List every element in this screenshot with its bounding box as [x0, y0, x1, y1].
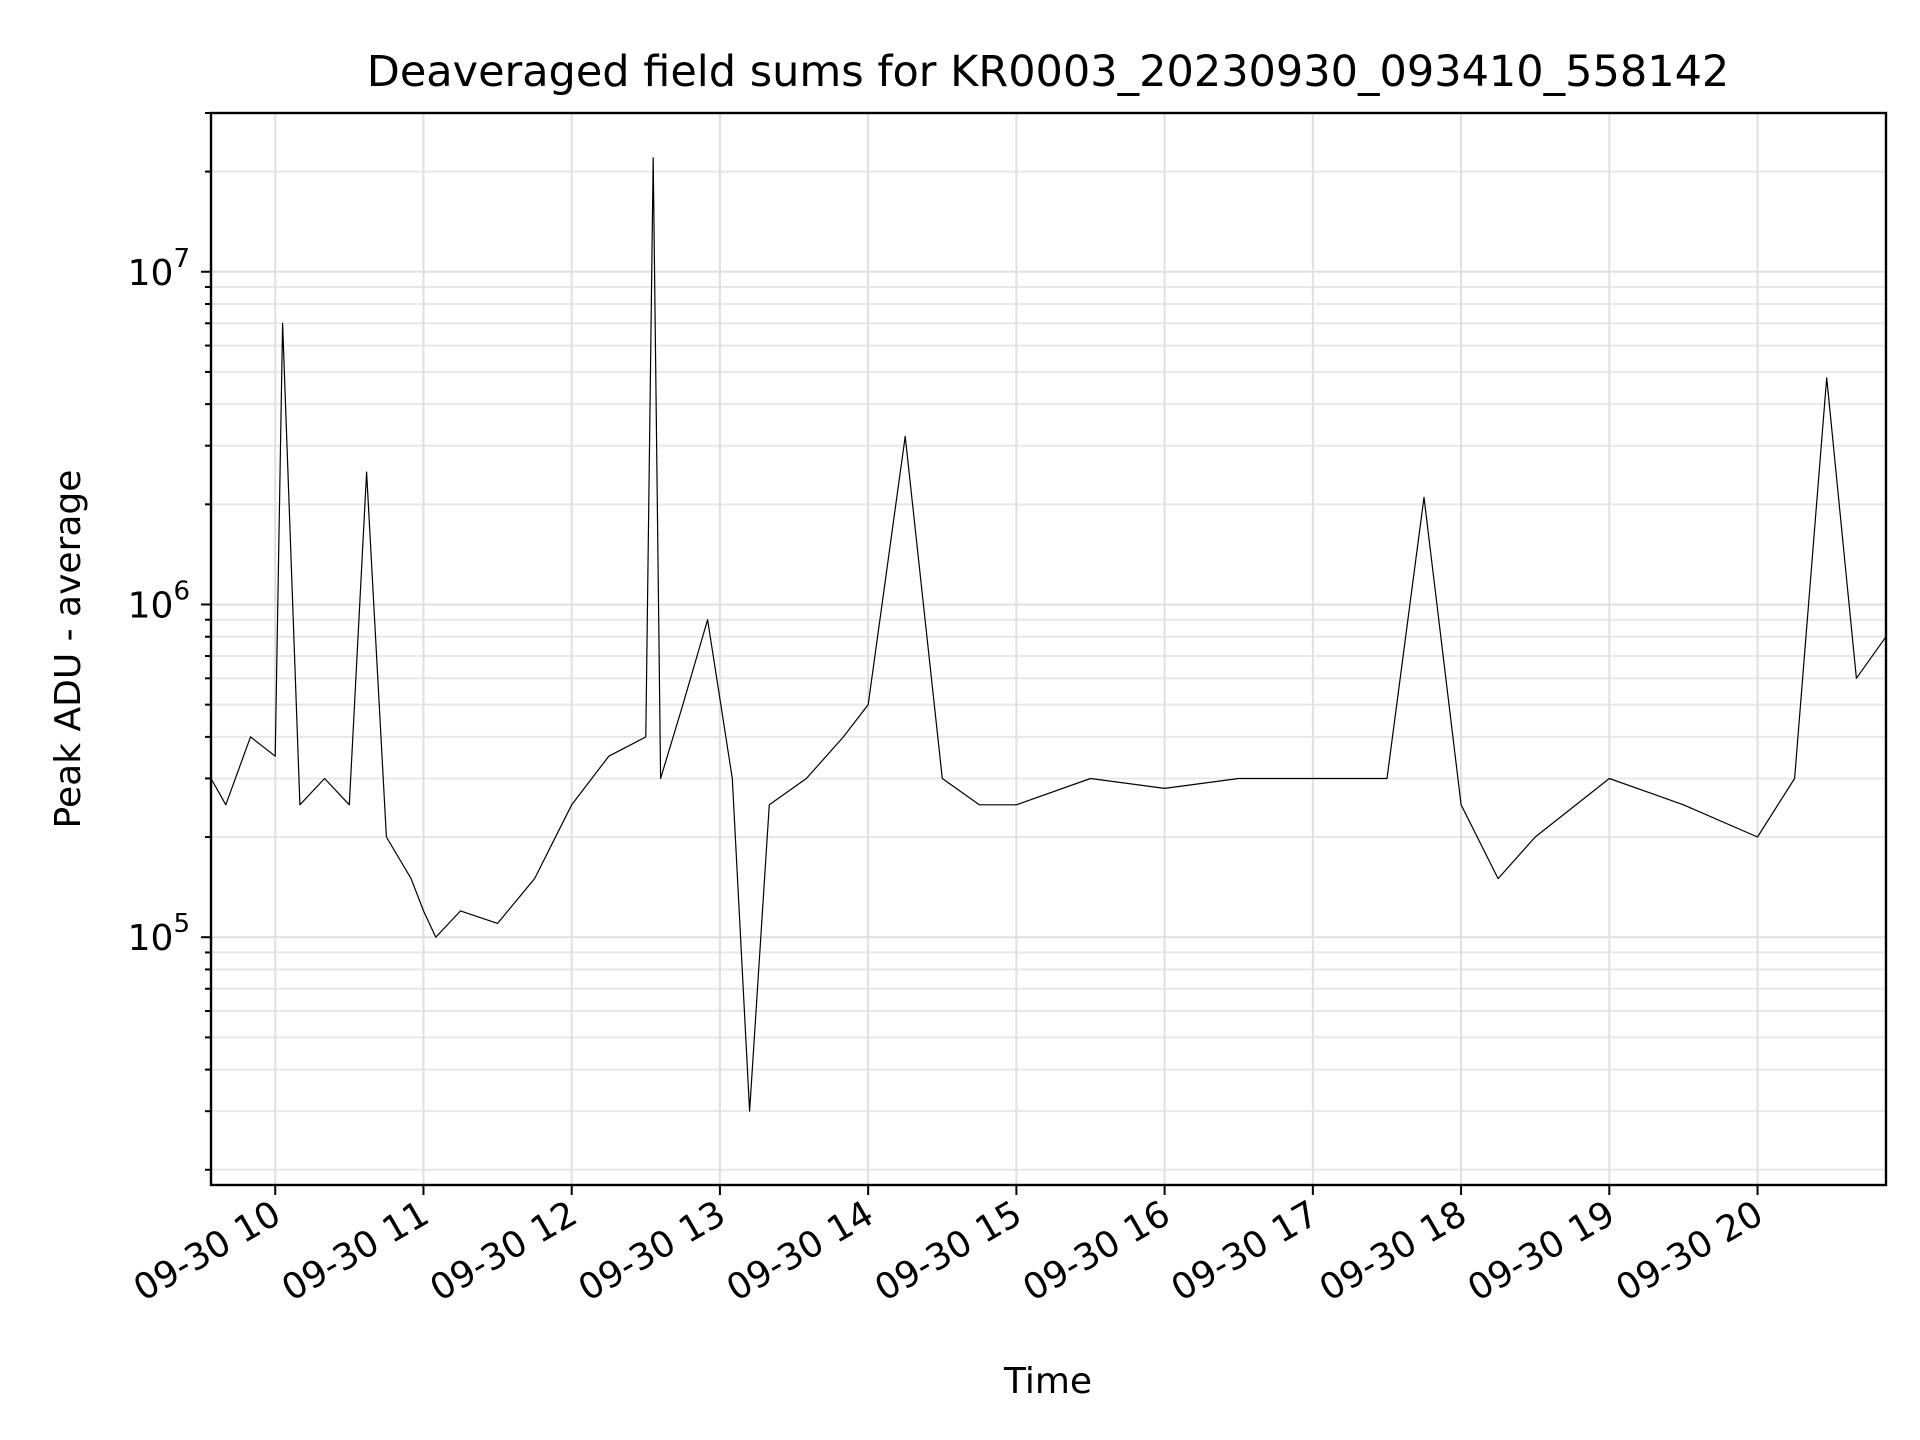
y-axis-ticks: 105 106 107 [128, 112, 211, 1171]
y-tick-label: 105 [128, 909, 190, 959]
y-tick-label: 106 [128, 576, 190, 626]
chart-title: Deaveraged field sums for KR0003_2023093… [367, 47, 1730, 97]
y-axis-label: Peak ADU - average [48, 470, 89, 829]
y-tick-label: 107 [128, 244, 190, 294]
grid-lines [211, 112, 1886, 1185]
plot-frame [209, 111, 1888, 1187]
x-axis-label: Time [1003, 1361, 1092, 1402]
series-line [210, 157, 1887, 1112]
